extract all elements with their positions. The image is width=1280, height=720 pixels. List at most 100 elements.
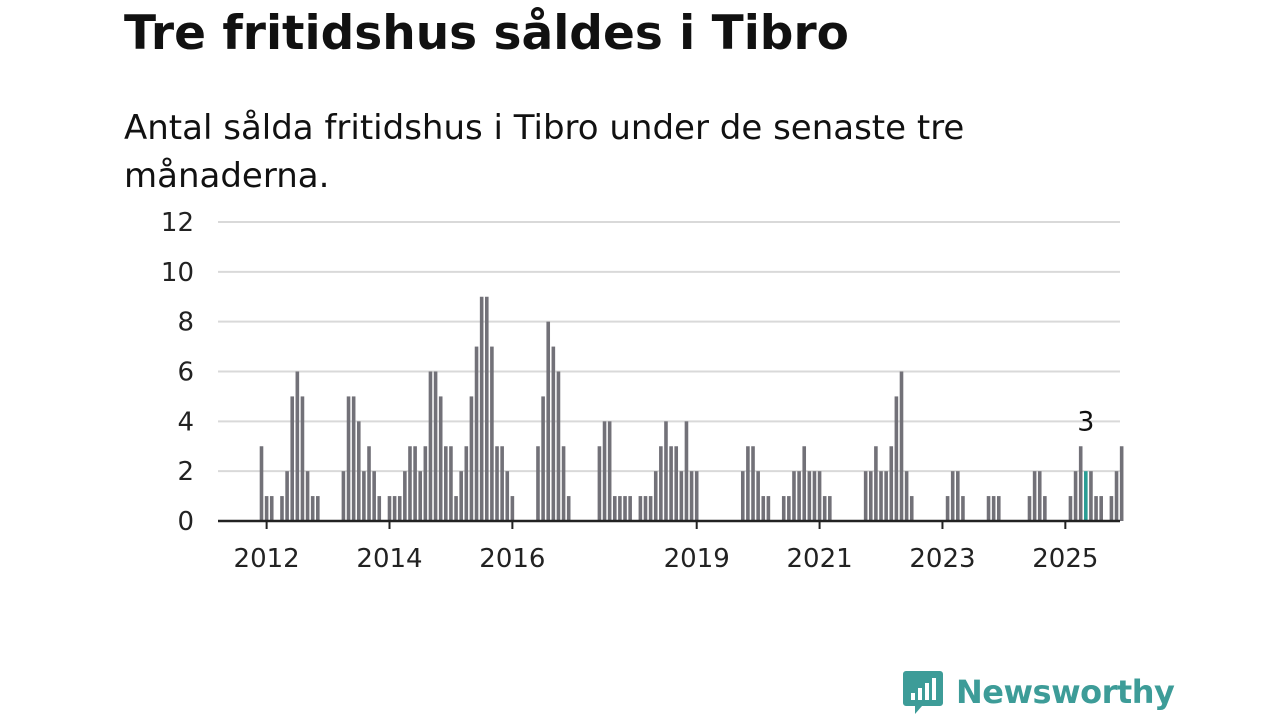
bar — [740, 471, 745, 521]
bar — [1043, 496, 1047, 521]
bar — [1094, 496, 1098, 521]
bar — [792, 471, 796, 521]
bar — [428, 371, 433, 521]
bar — [1027, 496, 1032, 521]
bar-chart: 0 2 4 6 8 10 12 3 2012 2014 2016 2019 2021 2023 2025 — [161, 208, 1124, 574]
bar — [602, 421, 607, 521]
bar — [341, 471, 346, 521]
bar — [894, 396, 899, 521]
x-tick-label: 2016 — [479, 544, 545, 574]
bar — [1099, 496, 1103, 521]
bar — [546, 321, 551, 521]
bar — [991, 496, 996, 521]
bar — [812, 471, 817, 521]
bar — [300, 396, 305, 521]
bar — [659, 446, 663, 521]
chart-subtitle: Antal sålda fritidshus i Tibro under de … — [124, 108, 965, 196]
bar — [684, 421, 689, 521]
bar — [438, 396, 443, 521]
brand-name: Newsworthy — [956, 673, 1175, 711]
x-tick-label: 2019 — [664, 544, 730, 574]
bar — [418, 471, 423, 521]
bar — [490, 346, 494, 521]
bar — [674, 446, 679, 521]
bar — [874, 446, 878, 521]
bar — [643, 496, 648, 521]
brand-logo: Newsworthy — [902, 668, 1175, 716]
bar — [290, 396, 295, 521]
bar — [295, 371, 300, 521]
bar — [787, 496, 791, 521]
bar — [945, 496, 950, 521]
bar — [1078, 446, 1083, 521]
bar — [766, 496, 771, 521]
bar — [459, 471, 463, 521]
bar — [618, 496, 622, 521]
bar — [454, 496, 458, 521]
bar — [899, 371, 904, 521]
bar — [505, 471, 510, 521]
tick-labels: 0 2 4 6 8 10 12 3 2012 2014 2016 2019 2021 2023 2025 — [161, 208, 1099, 574]
bar — [474, 346, 479, 521]
bar — [433, 371, 438, 521]
bar — [423, 446, 428, 521]
bar — [653, 471, 658, 521]
bar — [269, 496, 274, 521]
bar — [956, 471, 960, 521]
bar — [403, 471, 407, 521]
bar — [822, 496, 827, 521]
bar — [479, 296, 484, 521]
bar — [500, 446, 504, 521]
axes — [218, 519, 1120, 529]
bar — [566, 496, 571, 521]
bar — [889, 446, 894, 521]
bar — [607, 421, 612, 521]
bar — [310, 496, 315, 521]
bar — [638, 496, 643, 521]
x-tick-label: 2012 — [234, 544, 300, 574]
bar — [996, 496, 1001, 521]
bar — [264, 496, 269, 521]
bar — [464, 446, 469, 521]
bar — [868, 471, 873, 521]
y-tick-label: 8 — [177, 308, 194, 338]
bar — [1032, 471, 1037, 521]
bar — [561, 446, 566, 521]
bar — [746, 446, 750, 521]
y-tick-label: 12 — [161, 208, 194, 238]
x-tick-label: 2023 — [909, 544, 975, 574]
bar — [259, 446, 264, 521]
bar — [797, 471, 801, 521]
y-tick-label: 10 — [161, 258, 194, 288]
bar — [761, 496, 766, 521]
bar — [392, 496, 397, 521]
highlight-value-label: 3 — [1077, 406, 1094, 437]
bar — [346, 396, 351, 521]
bar — [397, 496, 402, 521]
bar — [909, 496, 914, 521]
bar — [1073, 471, 1078, 521]
bar — [1089, 471, 1093, 521]
bar — [444, 446, 448, 521]
bar — [863, 471, 868, 521]
bar — [408, 446, 412, 521]
bar — [551, 346, 556, 521]
bar — [623, 496, 627, 521]
bar — [280, 496, 284, 521]
bar — [1068, 496, 1073, 521]
bar — [689, 471, 694, 521]
bar — [1037, 471, 1042, 521]
bar — [510, 496, 515, 521]
y-tick-label: 4 — [177, 407, 194, 437]
bar — [628, 496, 632, 521]
chart-title: Tre fritidshus såldes i Tibro — [124, 6, 849, 61]
bar — [904, 471, 909, 521]
bar — [879, 471, 883, 521]
bar — [449, 446, 453, 521]
bar — [950, 471, 955, 521]
bar — [495, 446, 499, 521]
bar — [356, 421, 361, 521]
bar — [817, 471, 822, 521]
bar — [986, 496, 991, 521]
bar — [541, 396, 545, 521]
